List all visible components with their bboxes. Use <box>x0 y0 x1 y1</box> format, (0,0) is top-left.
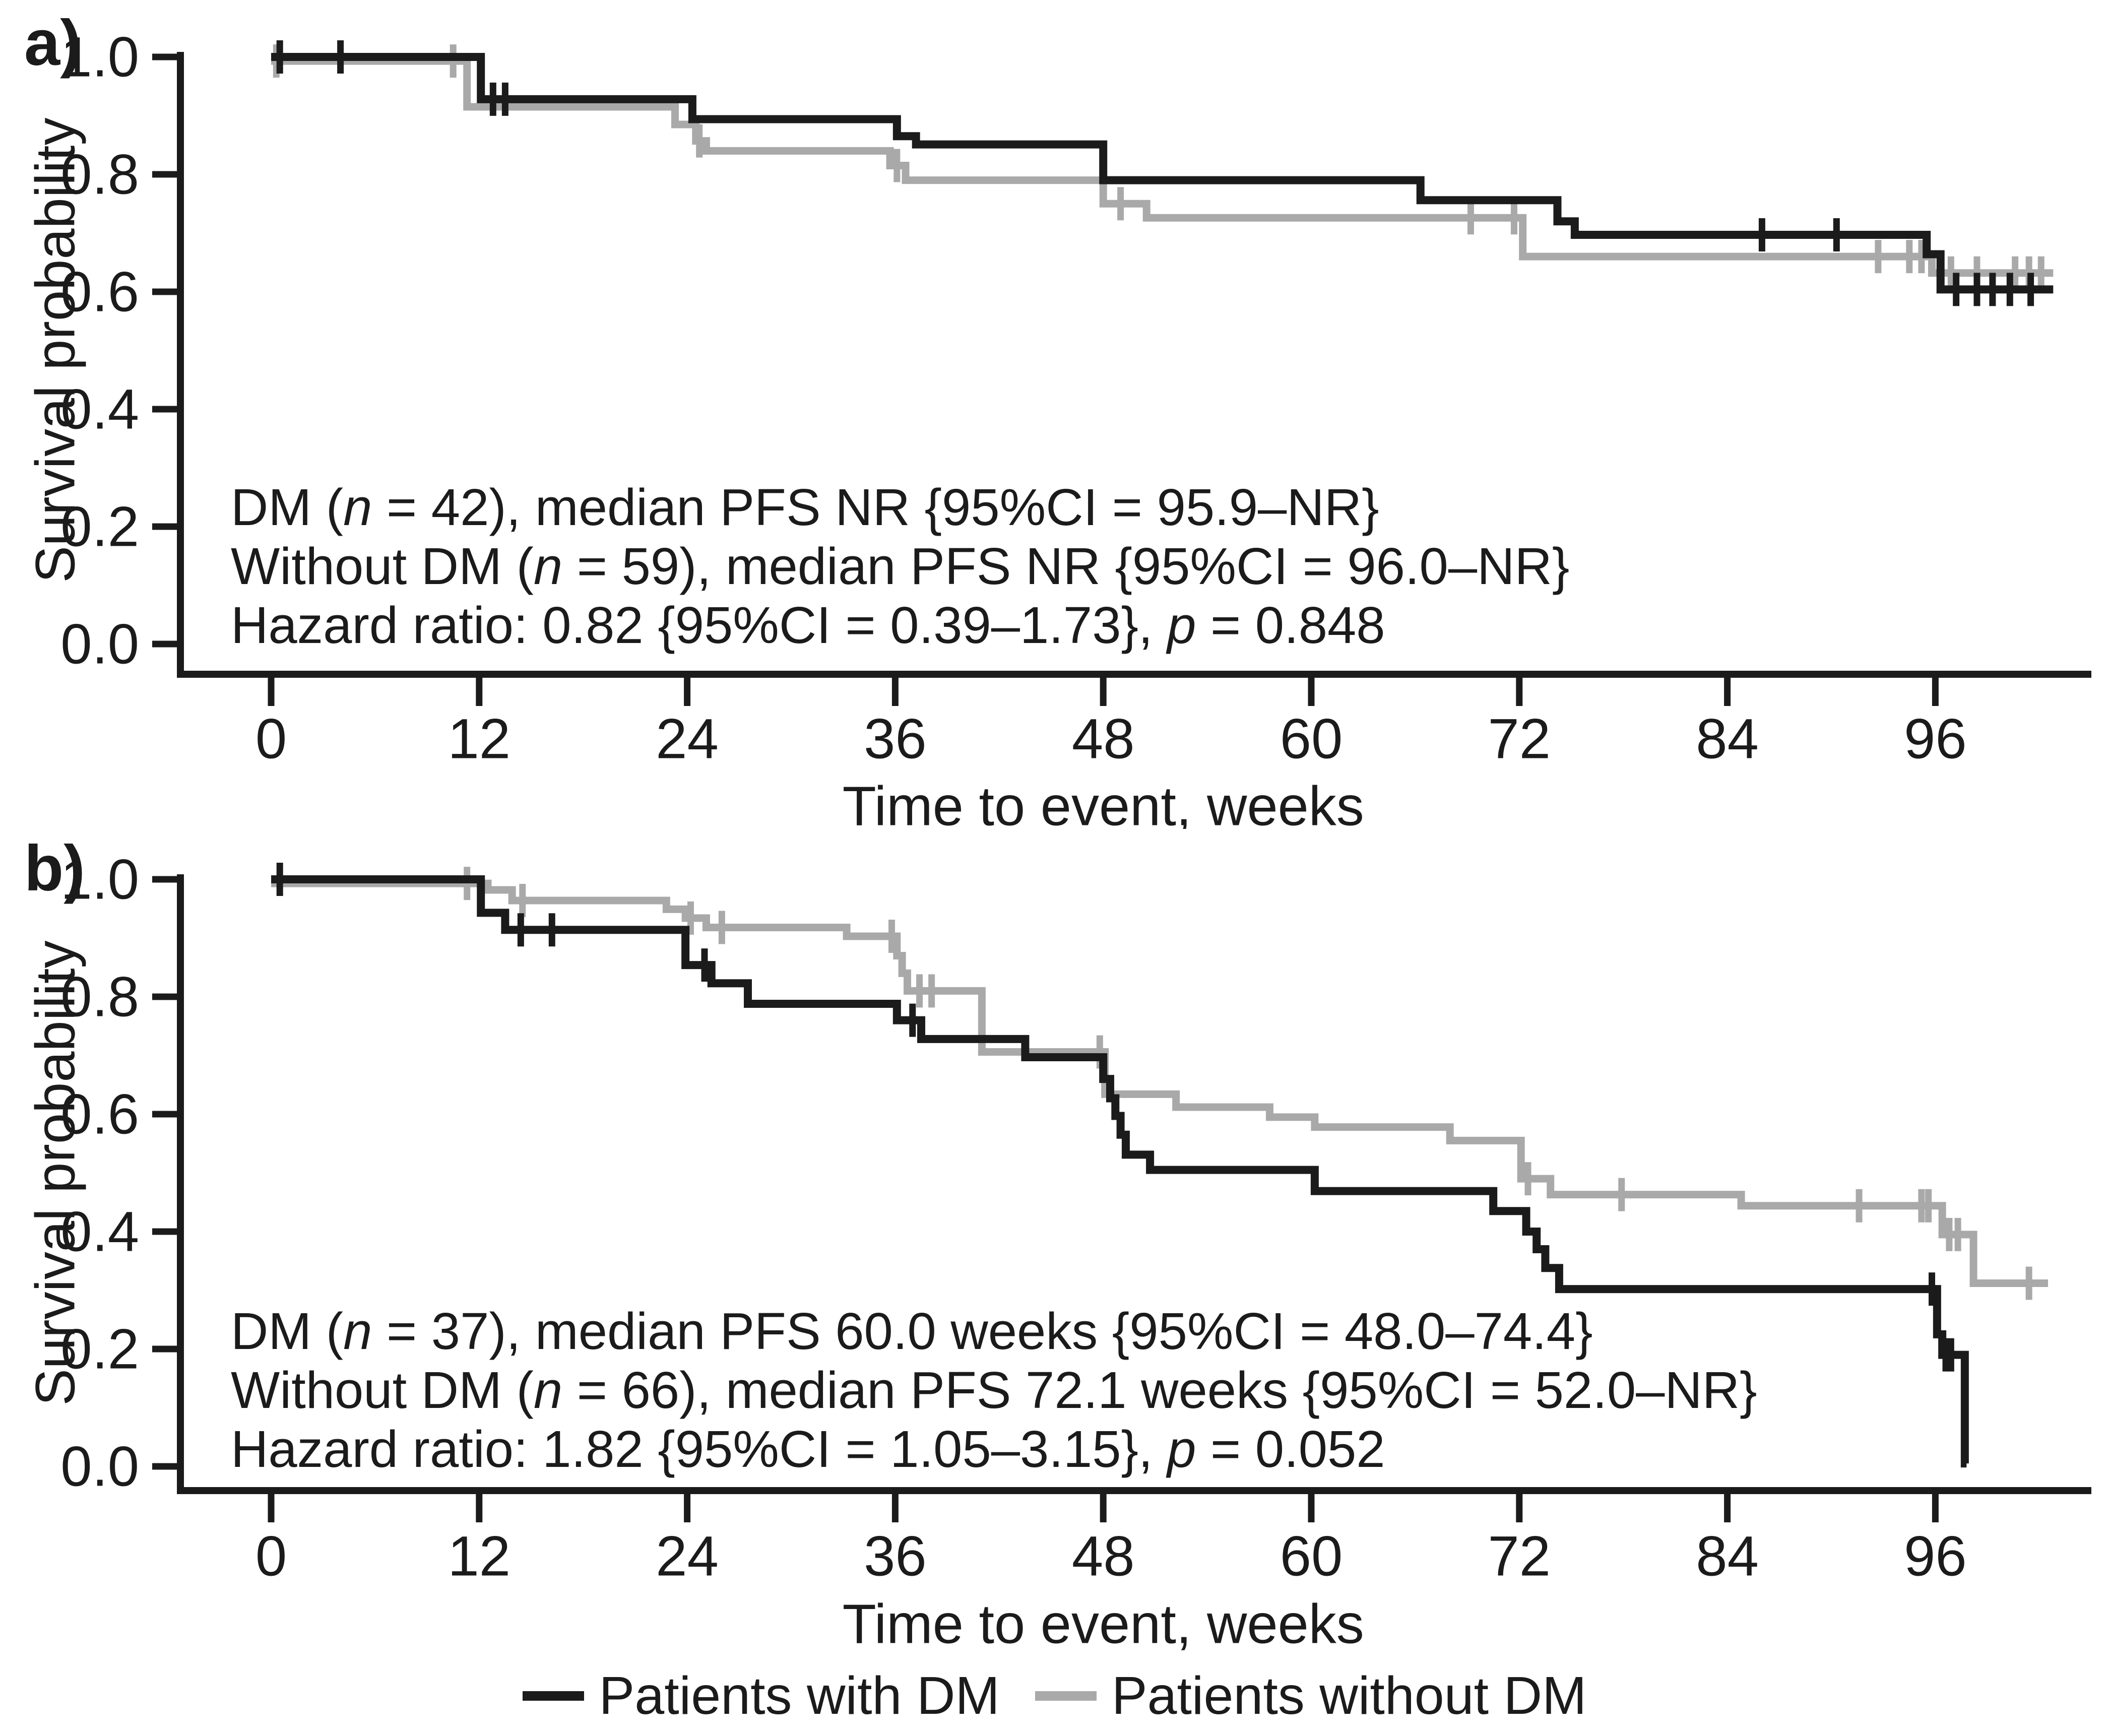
survival-curve-without-dm <box>271 879 2048 1288</box>
survival-curve-without-dm <box>271 57 2054 277</box>
km-plot-panel-a: 1.0 0.8 0.6 0.4 0.2 0.0 0 12 24 36 48 60 72 84 96 Time … <box>25 26 2091 829</box>
annotation-text: Without DM ( <box>231 537 534 595</box>
annotation-text: Hazard ratio: 1.82 {95%CI = 1.05–3.15}, <box>231 1420 1168 1478</box>
annotation-text: = 42), median PFS NR {95%CI = 95.9–NR} <box>372 478 1379 536</box>
y-tick-label: 0.0 <box>60 613 139 676</box>
legend: Patients with DM Patients without DM <box>0 1658 2109 1733</box>
x-tick-label: 96 <box>1904 1525 1967 1588</box>
x-tick-label: 60 <box>1280 1525 1343 1588</box>
y-axis-title: Survival probability <box>25 117 87 583</box>
x-tick-label: 0 <box>255 708 287 770</box>
legend-item: Patients without DM <box>1035 1666 1587 1725</box>
annotation-text: Without DM ( <box>231 1361 534 1419</box>
stat-symbol: p <box>1167 596 1196 654</box>
annotation-text: DM ( <box>231 1302 344 1360</box>
km-plot-panel-b: 1.0 0.8 0.6 0.4 0.2 0.0 0 12 24 36 48 60 72 84 96 Time … <box>25 848 2091 1655</box>
x-tick-label: 24 <box>656 1525 719 1588</box>
x-axis-title: Time to event, weeks <box>843 1593 1364 1655</box>
x-tick-label: 36 <box>864 708 927 770</box>
annotation-line: Hazard ratio: 1.82 {95%CI = 1.05–3.15}, … <box>231 1420 1757 1478</box>
annotation-text: = 59), median PFS NR {95%CI = 96.0–NR} <box>562 537 1570 595</box>
x-tick-label: 96 <box>1904 708 1967 770</box>
x-tick-label: 48 <box>1072 1525 1135 1588</box>
y-tick-label: 0.0 <box>60 1435 139 1498</box>
stat-symbol: n <box>533 537 563 595</box>
legend-item: Patients with DM <box>522 1666 1000 1725</box>
legend-line-swatch <box>1035 1691 1097 1701</box>
y-tick-label: 0.2 <box>60 495 139 558</box>
annotation-text: = 0.052 <box>1196 1420 1385 1478</box>
survival-curve-with-dm <box>271 875 1969 1468</box>
stat-symbol: n <box>343 478 372 536</box>
x-tick-label: 60 <box>1280 708 1343 770</box>
annotation-line: DM (n = 42), median PFS NR {95%CI = 95.9… <box>231 478 1569 537</box>
x-tick-label: 0 <box>255 1525 287 1588</box>
x-tick-label: 84 <box>1696 1525 1759 1588</box>
legend-line-swatch <box>522 1691 584 1701</box>
annotation-line: Without DM (n = 66), median PFS 72.1 wee… <box>231 1361 1757 1420</box>
annotation-text: DM ( <box>231 478 344 536</box>
stat-symbol: n <box>533 1361 563 1419</box>
panel-b-label: b) <box>24 832 85 905</box>
y-tick-label: 0.4 <box>60 378 139 441</box>
y-tick-label: 0.8 <box>60 143 139 206</box>
panel-a-stats-annotation: DM (n = 42), median PFS NR {95%CI = 95.9… <box>231 478 1569 655</box>
x-tick-label: 48 <box>1072 708 1135 770</box>
x-tick-label: 12 <box>448 708 511 770</box>
annotation-text: = 37), median PFS 60.0 weeks {95%CI = 48… <box>372 1302 1593 1360</box>
y-tick-label: 1.0 <box>60 26 139 89</box>
y-tick-label: 0.6 <box>60 1083 139 1146</box>
panel-b-stats-annotation: DM (n = 37), median PFS 60.0 weeks {95%C… <box>231 1302 1757 1478</box>
x-tick-label: 24 <box>656 708 719 770</box>
stat-symbol: p <box>1167 1420 1196 1478</box>
y-tick-label: 0.8 <box>60 966 139 1028</box>
annotation-line: Hazard ratio: 0.82 {95%CI = 0.39–1.73}, … <box>231 596 1569 655</box>
annotation-text: = 0.848 <box>1196 596 1385 654</box>
annotation-text: = 66), median PFS 72.1 weeks {95%CI = 52… <box>562 1361 1757 1419</box>
x-tick-label: 72 <box>1488 1525 1551 1588</box>
y-tick-label: 1.0 <box>60 848 139 911</box>
annotation-line: DM (n = 37), median PFS 60.0 weeks {95%C… <box>231 1302 1757 1361</box>
annotation-line: Without DM (n = 59), median PFS NR {95%C… <box>231 537 1569 596</box>
y-axis-title: Survival probability <box>25 940 87 1405</box>
y-tick-label: 0.2 <box>60 1318 139 1381</box>
y-tick-label: 0.6 <box>60 261 139 324</box>
x-tick-label: 36 <box>864 1525 927 1588</box>
x-tick-label: 84 <box>1696 708 1759 770</box>
x-axis-title: Time to event, weeks <box>843 776 1364 829</box>
legend-label: Patients with DM <box>599 1666 1000 1725</box>
survival-curve-with-dm <box>271 53 2054 294</box>
y-tick-label: 0.4 <box>60 1200 139 1263</box>
x-tick-label: 12 <box>448 1525 511 1588</box>
x-tick-label: 72 <box>1488 708 1551 770</box>
annotation-text: Hazard ratio: 0.82 {95%CI = 0.39–1.73}, <box>231 596 1168 654</box>
legend-label: Patients without DM <box>1111 1666 1587 1725</box>
stat-symbol: n <box>343 1302 372 1360</box>
panel-a-label: a) <box>24 7 82 79</box>
